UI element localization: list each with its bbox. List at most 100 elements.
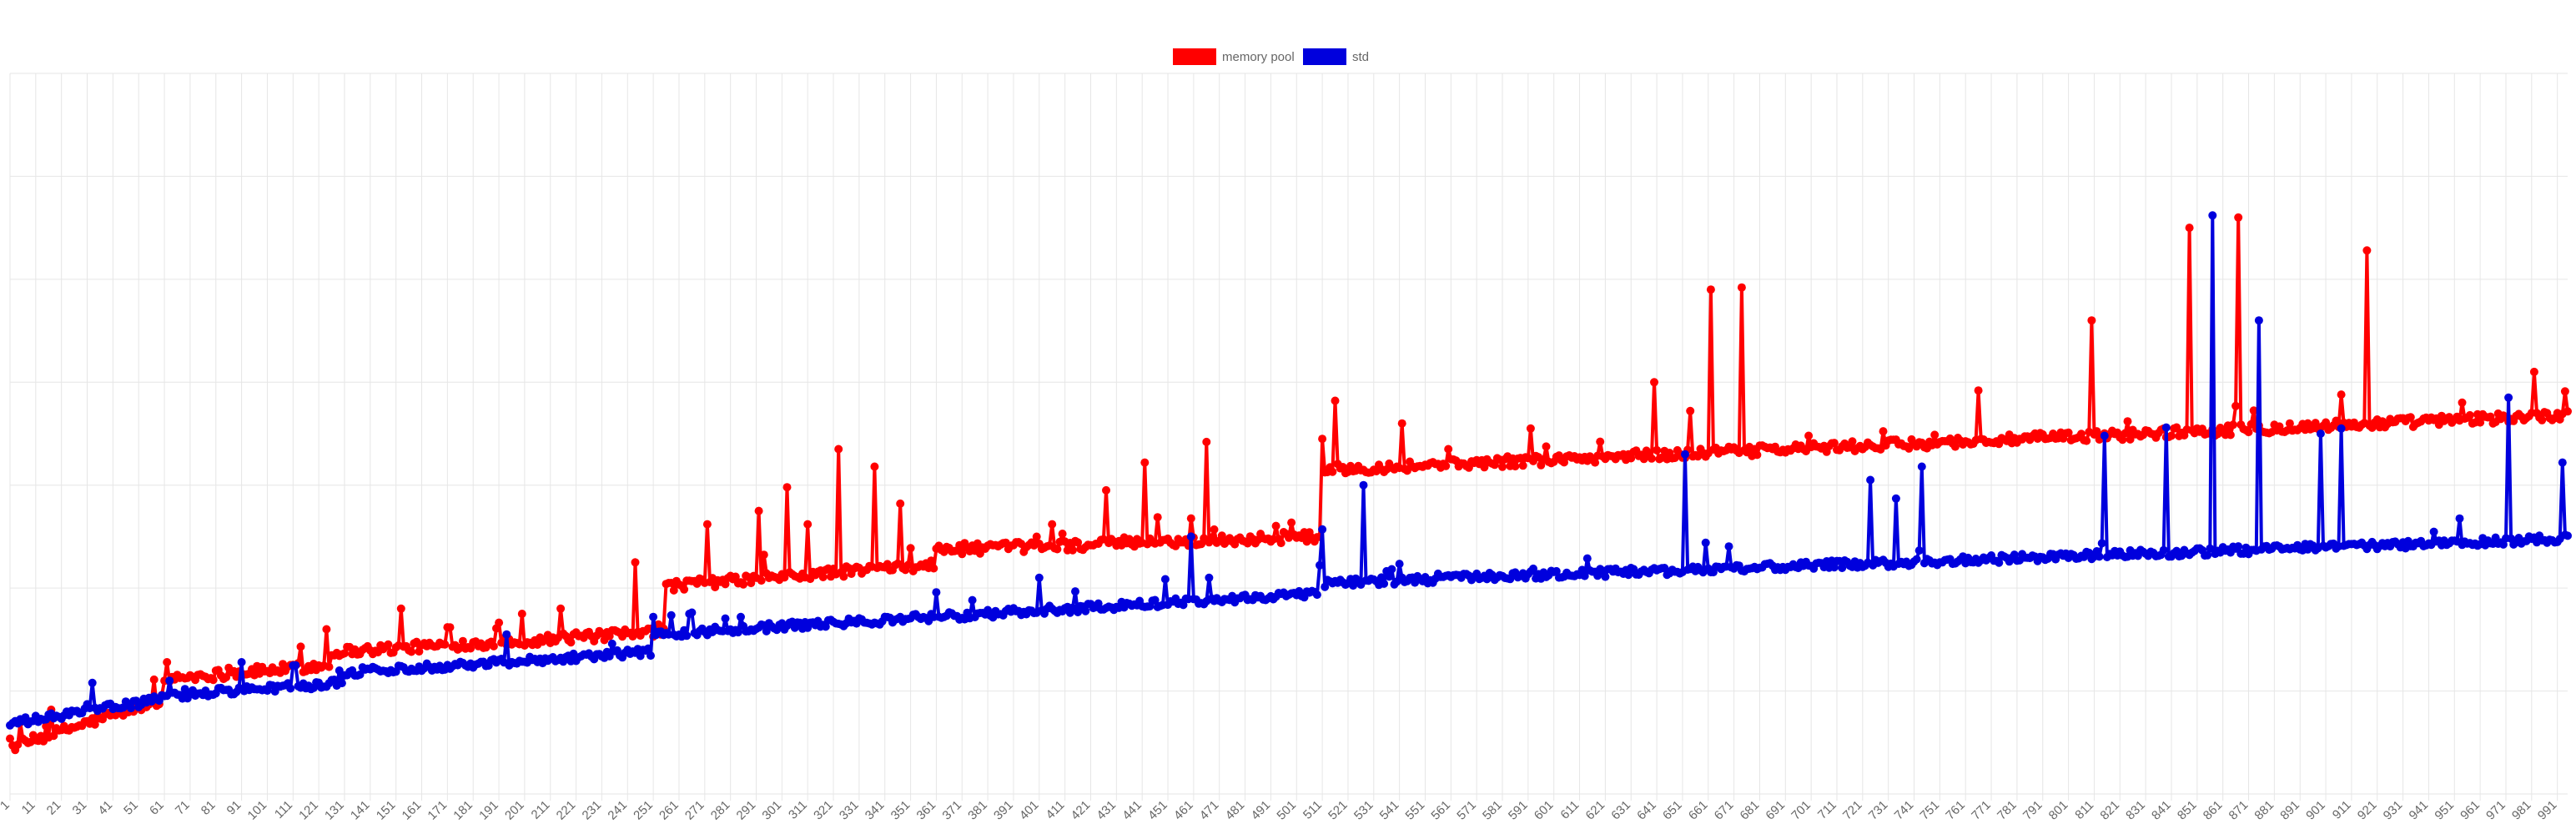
data-point	[1891, 494, 1900, 503]
data-point	[2560, 387, 2569, 396]
data-point	[1210, 525, 1219, 534]
data-point	[502, 630, 511, 639]
x-tick-label: 691	[1763, 798, 1788, 823]
data-point	[1397, 419, 1406, 428]
data-point	[2234, 213, 2243, 222]
data-point	[929, 564, 938, 573]
data-point	[1321, 582, 1330, 591]
data-point	[1624, 570, 1633, 580]
data-point	[415, 647, 424, 656]
data-point	[1387, 565, 1396, 574]
data-point	[127, 704, 135, 713]
data-point	[1318, 525, 1327, 534]
data-point	[1186, 514, 1195, 523]
data-point	[2337, 390, 2346, 399]
data-point	[644, 644, 652, 653]
x-tick-label: 891	[2277, 798, 2302, 823]
x-tick-label: 881	[2251, 798, 2277, 823]
x-tick-label: 501	[1274, 798, 1299, 823]
x-tick-label: 261	[657, 798, 682, 823]
data-point	[1580, 571, 1589, 580]
data-point	[2529, 367, 2538, 376]
data-point	[1686, 406, 1695, 415]
data-point	[1838, 564, 1847, 572]
data-point	[1706, 285, 1715, 294]
x-tick-label: 821	[2097, 798, 2122, 823]
x-tick-label: 101	[245, 798, 270, 823]
data-point	[1058, 530, 1067, 538]
x-tick-label: 231	[580, 798, 605, 823]
data-point	[1053, 545, 1062, 554]
data-point	[896, 499, 905, 508]
data-point	[2226, 430, 2235, 440]
data-point	[1724, 542, 1733, 551]
data-point	[1179, 600, 1188, 610]
x-tick-label: 671	[1712, 798, 1737, 823]
data-point	[667, 610, 676, 620]
data-point	[2126, 435, 2135, 444]
data-point	[458, 636, 467, 646]
data-point	[1542, 442, 1551, 451]
data-point	[721, 614, 730, 623]
x-tick-label: 1	[0, 798, 13, 813]
data-point	[647, 651, 655, 661]
data-point	[669, 585, 678, 595]
data-point	[325, 662, 334, 671]
data-point	[762, 626, 771, 636]
data-point	[1995, 558, 2004, 567]
data-point	[1318, 435, 1327, 444]
data-point	[839, 572, 848, 581]
x-tick-label: 951	[2432, 798, 2457, 823]
data-point	[1205, 573, 1214, 582]
data-point	[2123, 417, 2132, 426]
data-point	[495, 618, 504, 627]
data-point	[1160, 575, 1170, 584]
data-point	[737, 612, 745, 621]
data-point	[1202, 437, 1211, 446]
data-point	[489, 641, 498, 651]
x-tick-label: 111	[272, 798, 295, 821]
data-point	[6, 734, 14, 743]
x-tick-label: 331	[837, 798, 862, 823]
data-point	[2498, 540, 2508, 549]
data-point	[1529, 564, 1537, 573]
x-tick-label: 541	[1377, 798, 1402, 823]
x-tick-label: 841	[2149, 798, 2174, 823]
data-point	[1034, 573, 1044, 582]
x-tick-label: 371	[939, 798, 964, 823]
data-point	[286, 684, 295, 693]
data-point	[1526, 424, 1535, 433]
x-tick-label: 591	[1506, 798, 1531, 823]
x-tick-label: 141	[348, 798, 373, 823]
x-tick-label: 291	[734, 798, 759, 823]
data-point	[782, 483, 792, 492]
data-point	[2337, 424, 2346, 433]
data-point	[754, 506, 763, 515]
data-point	[2100, 431, 2109, 440]
x-tick-label: 741	[1892, 798, 1917, 823]
x-tick-label: 171	[425, 798, 450, 823]
x-tick-label: 861	[2201, 798, 2226, 823]
data-point	[2563, 531, 2572, 540]
x-tick-label: 511	[1301, 798, 1325, 822]
x-tick-label: 51	[121, 798, 141, 818]
x-tick-label: 751	[1917, 798, 1942, 823]
data-point	[958, 550, 967, 559]
data-point	[1804, 431, 1814, 440]
data-point	[2249, 406, 2258, 415]
data-point	[396, 604, 405, 613]
legend-label: memory pool	[1222, 50, 1295, 64]
x-tick-label: 781	[1995, 798, 2020, 823]
data-point	[1650, 378, 1658, 387]
data-point	[1217, 531, 1226, 540]
x-tick-label: 801	[2046, 798, 2071, 823]
x-tick-label: 121	[296, 798, 321, 823]
data-point	[1385, 572, 1394, 581]
x-tick-label: 791	[2020, 798, 2045, 823]
data-point	[445, 623, 455, 632]
x-tick-label: 11	[19, 798, 38, 817]
data-point	[731, 572, 740, 581]
data-point	[1207, 533, 1216, 542]
x-tick-label: 471	[1197, 798, 1222, 823]
